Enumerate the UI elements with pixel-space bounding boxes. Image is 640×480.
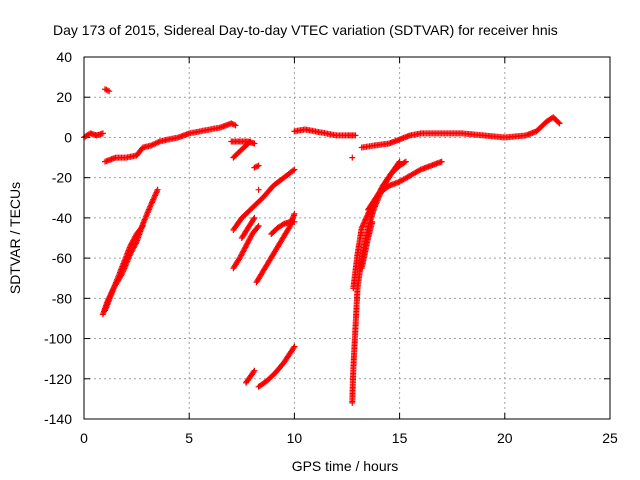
series-arc-p [255, 343, 298, 390]
series-arc-i [255, 186, 262, 193]
data-point [246, 139, 253, 146]
series-arc-r [349, 154, 356, 161]
data-point [254, 224, 261, 231]
series-arc-u [358, 218, 376, 272]
y-tick-label: 40 [56, 49, 72, 65]
x-tick-label: 0 [80, 430, 88, 446]
plot-frame [83, 56, 611, 420]
data-point [251, 140, 258, 147]
y-tick-label: -140 [44, 411, 72, 427]
data-point [232, 122, 239, 129]
chart-title: Day 173 of 2015, Sidereal Day-to-day VTE… [53, 22, 558, 38]
data-point [401, 159, 408, 166]
y-tick-label: 0 [64, 129, 72, 145]
data-point [291, 210, 298, 217]
data-point [369, 218, 376, 225]
data-point [291, 218, 298, 225]
series-arc-q [291, 126, 359, 139]
data-point [255, 186, 262, 193]
data-point [139, 224, 145, 231]
series-arc-l [238, 214, 258, 241]
data-point [250, 216, 257, 223]
x-tick-labels: 0 5 10 15 20 25 [80, 430, 618, 446]
x-tick-label: 25 [602, 430, 618, 446]
series-arc-w [358, 114, 563, 151]
grid [84, 57, 610, 419]
x-tick-label: 15 [392, 430, 408, 446]
data-point [416, 167, 423, 174]
data-point [251, 214, 258, 221]
data-point [290, 344, 297, 351]
series-arc-d [228, 138, 258, 147]
data-point [139, 222, 146, 229]
data-point [103, 86, 110, 93]
data-point [255, 162, 262, 169]
y-tick-labels: -140 -120 -100 -80 -60 -40 -20 0 20 40 [44, 49, 72, 427]
data-point [99, 130, 106, 137]
series-arc-f [102, 222, 146, 314]
x-axis-label: GPS time / hours [292, 458, 399, 474]
data-point [231, 121, 238, 128]
series-arc-o [243, 367, 258, 386]
data-point [254, 163, 261, 170]
data-point [291, 343, 298, 350]
data-point [255, 222, 262, 229]
data-point [402, 158, 409, 165]
series-arc-k [230, 222, 262, 272]
y-axis-label: SDTVAR / TECUs [7, 182, 23, 294]
series-arc-n [268, 218, 298, 237]
y-tick-label: -20 [52, 170, 72, 186]
data-point [556, 120, 563, 127]
data-point [438, 158, 445, 165]
x-tick-label: 20 [497, 430, 513, 446]
data-point [154, 186, 161, 193]
y-tick-label: -40 [52, 210, 72, 226]
series-arc-c [102, 120, 239, 165]
series-arc-b [102, 86, 113, 95]
data-point [291, 166, 298, 173]
series-arc-h [251, 162, 262, 171]
data-point [106, 88, 113, 95]
data-point [349, 154, 356, 161]
data-point [104, 87, 111, 94]
tick-marks [83, 56, 611, 420]
x-tick-label: 10 [287, 430, 303, 446]
y-tick-label: -60 [52, 250, 72, 266]
data-point [251, 367, 258, 374]
series-arc-g [230, 138, 254, 161]
y-tick-label: -120 [44, 371, 72, 387]
data-point [352, 132, 359, 139]
series-arc-v [365, 158, 445, 213]
series-arc-t [350, 158, 409, 292]
x-tick-label: 5 [185, 430, 193, 446]
y-tick-label: 20 [56, 89, 72, 105]
y-tick-label: -100 [44, 331, 72, 347]
data-point [555, 119, 562, 126]
data-point [250, 368, 257, 375]
series-arc-a [81, 130, 106, 141]
data-point [247, 138, 254, 145]
y-tick-label: -80 [52, 290, 72, 306]
data-point [290, 167, 297, 174]
series-arc-j [230, 166, 298, 233]
data-points [81, 86, 563, 406]
